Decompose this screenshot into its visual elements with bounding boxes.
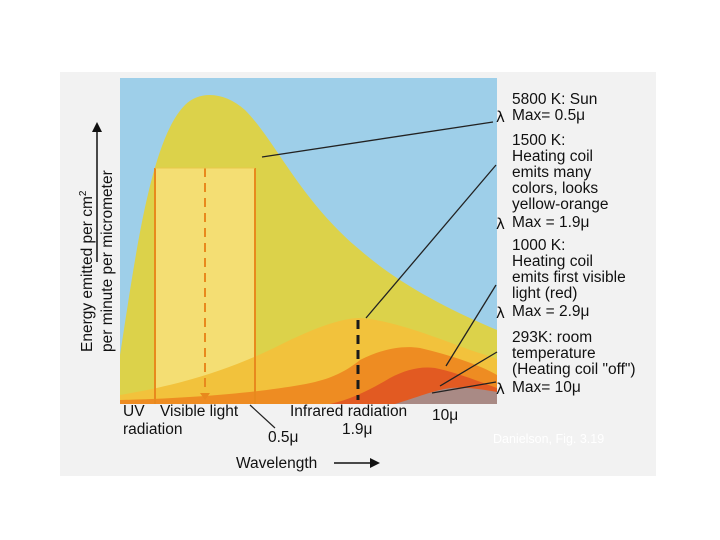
legend-1000k-line: Heating coil: [512, 253, 593, 270]
band-uv-label-line2: radiation: [123, 421, 183, 438]
legend-1500k-title: 1500 K:: [512, 132, 566, 149]
legend-1500k-max: Max = 1.9μ: [512, 214, 590, 231]
legend-1500k-line: yellow-orange: [512, 196, 609, 213]
curve-room-temperature: [395, 387, 497, 404]
callout-sun: [261, 121, 494, 158]
legend-sun-max: Max= 0.5μ: [512, 107, 586, 124]
callout-293k: [439, 351, 498, 387]
figure-citation: Danielson, Fig. 3.19: [493, 432, 605, 446]
legend-1000k-title: 1000 K:: [512, 237, 566, 254]
y-axis-label: Energy emitted per cm2: [78, 190, 96, 352]
band-uv-label: UV: [123, 403, 145, 420]
tick-label-0-5: 0.5μ: [268, 429, 299, 446]
legend-1000k-line: emits first visible: [512, 269, 626, 286]
x-axis-label: Wavelength: [236, 455, 318, 472]
band-infrared-label: Infrared radiation: [290, 403, 408, 420]
legend-1500k-line: Heating coil: [512, 148, 593, 165]
lambda-icon: λ: [496, 304, 505, 322]
legend-sun-title: 5800 K: Sun: [512, 91, 598, 108]
x-axis-arrowhead: [370, 458, 380, 468]
lambda-icon: λ: [496, 108, 505, 126]
legend-1500k-line: colors, looks: [512, 180, 599, 197]
legend-293k-line: (Heating coil "off"): [512, 361, 636, 378]
callout-room: [431, 381, 497, 394]
lambda-icon: λ: [496, 380, 505, 398]
y-axis-label-line2: per minute per micrometer: [99, 170, 116, 352]
tick-label-1-9: 1.9μ: [342, 421, 373, 438]
callout-0-5: [249, 404, 276, 429]
legend-1000k-max: Max = 2.9μ: [512, 303, 590, 320]
tick-label-10: 10μ: [432, 407, 459, 424]
band-visible-label: Visible light: [160, 403, 239, 420]
legend-293k-max: Max= 10μ: [512, 379, 581, 396]
lambda-icon: λ: [496, 215, 505, 233]
callout-1500k: [365, 164, 497, 319]
callout-1000k: [445, 284, 497, 367]
legend-1000k-line: light (red): [512, 285, 578, 302]
visible-light-band: [155, 168, 255, 404]
legend-293k-line: temperature: [512, 345, 596, 362]
legend-1500k-line: emits many: [512, 164, 592, 181]
legend-293k-title: 293K: room: [512, 329, 593, 346]
y-axis-arrowhead: [92, 122, 102, 132]
sun-max-arrow: [200, 393, 210, 400]
